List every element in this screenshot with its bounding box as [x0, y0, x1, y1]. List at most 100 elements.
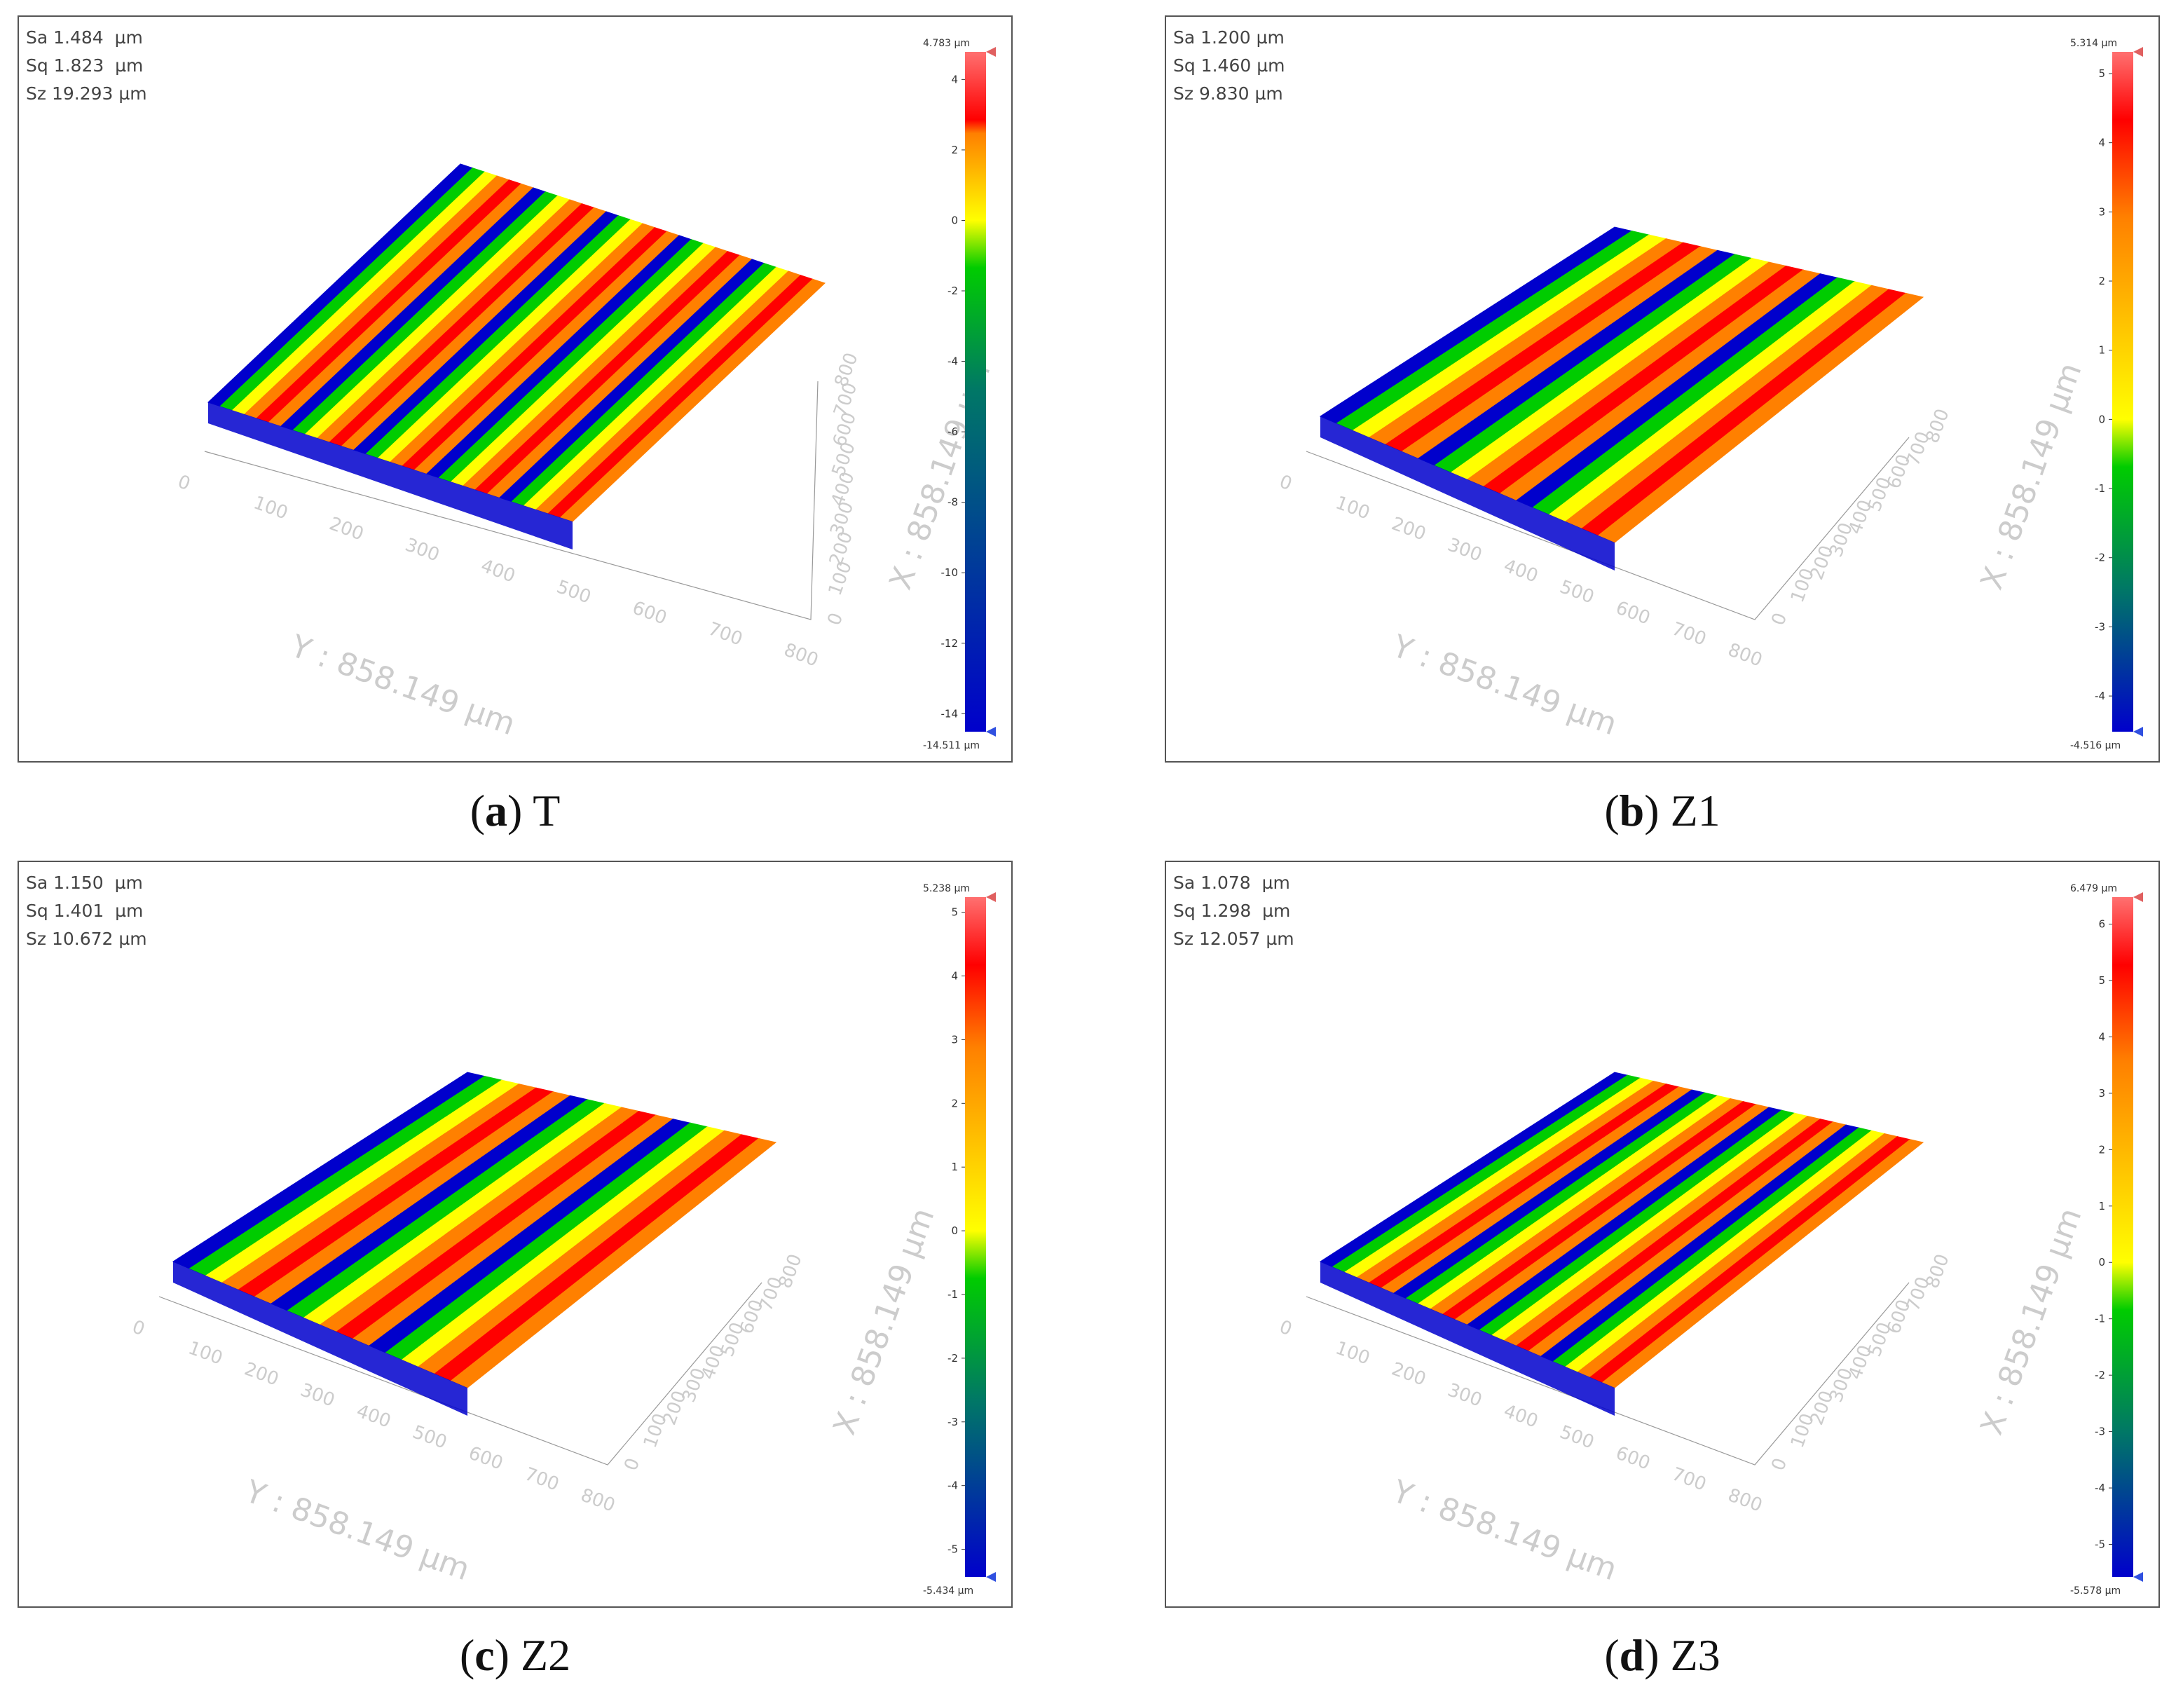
panel-a-t: 0 100 200 300 400 500 600 700 800 0 100 200 300 400 50…: [18, 15, 1013, 763]
colorbar-tick-label: -3: [2095, 1426, 2105, 1438]
y-axis-tick-label: 0: [1277, 471, 1295, 495]
color-gradient: [2112, 52, 2133, 732]
y-axis-tick-label: 700: [1669, 618, 1709, 650]
panel-c-z2: 0 100 200 300 400 500 600 700 800 0 100 200 300 400 50…: [18, 861, 1013, 1608]
colorbar-tick-label: -1: [947, 1288, 958, 1301]
y-axis-tick-label: 400: [1501, 555, 1541, 587]
colorbar-tick-label: 3: [951, 1033, 958, 1046]
x-axis-tick-label: 800: [1922, 1251, 1953, 1291]
y-axis-tick-label: 800: [781, 639, 821, 671]
sz-value: Sz 12.057 µm: [1173, 929, 1294, 949]
surface-front-edge: [208, 402, 573, 549]
colorbar-tick-label: -5: [2095, 1538, 2105, 1550]
min-marker-icon: [986, 1572, 996, 1582]
y-axis-tick-label: 200: [1389, 1358, 1429, 1390]
color-gradient: [965, 52, 986, 732]
panel-d-z3: 0 100 200 300 400 500 600 700 800 0 100 200 300 400 50…: [1165, 861, 2160, 1608]
y-axis-tick-label: 600: [629, 597, 669, 629]
y-axis-tick-label: 100: [1333, 1337, 1373, 1369]
y-axis-tick-label: 200: [1389, 513, 1429, 545]
surface-band: [559, 278, 826, 522]
y-axis-tick-label: 600: [466, 1442, 506, 1474]
colorbar-tick-label: 5: [2098, 974, 2105, 987]
colorbar-tick-label: 3: [2098, 1087, 2105, 1100]
y-axis-tick-label: 200: [327, 513, 367, 545]
sz-value: Sz 10.672 µm: [26, 929, 147, 949]
colorbar-tick-label: 0: [951, 1224, 958, 1237]
colorbar-tick-label: -8: [947, 496, 958, 509]
color-gradient: [965, 897, 986, 1577]
y-axis-tick-label: 700: [522, 1463, 562, 1495]
color-scale-bar: 5.238 µm -5.434 µm 5 4 3 2 1 0 -1 -2 -3 -4 -5: [923, 883, 996, 1597]
max-marker-icon: [2133, 47, 2143, 57]
y-axis-tick-label: 300: [402, 534, 442, 566]
sa-value: Sa 1.200 µm: [1173, 27, 1285, 48]
y-axis-label: Y : 858.149 µm: [1387, 628, 1622, 742]
colorbar-tick-label: -2: [947, 1352, 958, 1365]
surface-band: [1601, 1139, 1924, 1388]
surface-band: [450, 1137, 777, 1388]
y-axis-tick-label: 400: [354, 1400, 394, 1432]
y-axis-label: Y : 858.149 µm: [240, 1473, 474, 1587]
surface-3d-plot: 0100200300400500600700800010020030040050…: [1277, 226, 2089, 742]
max-marker-icon: [2133, 892, 2143, 902]
base-plane-axis: [204, 381, 819, 620]
roughness-stats: Sa 1.150 µm Sq 1.401 µm Sz 10.672 µm: [26, 869, 147, 953]
x-axis-tick-label: 0: [1767, 610, 1791, 629]
min-marker-icon: [2133, 1572, 2143, 1582]
colorbar-tick-label: -6: [947, 425, 958, 438]
y-axis-tick-label: 400: [478, 555, 518, 587]
colorbar-tick-label: 4: [951, 73, 958, 86]
colorbar-tick-label: -4: [947, 1480, 958, 1492]
colorbar-tick-label: -4: [2095, 690, 2105, 702]
colorbar-tick-label: 0: [2098, 413, 2105, 425]
surface-3d-plot: 0100200300400500600700800010020030040050…: [130, 1072, 942, 1587]
y-axis-tick-label: 700: [705, 618, 745, 650]
surface-front-edge: [1320, 416, 1615, 571]
surface-front-edge: [173, 1262, 467, 1416]
colorbar-tick-label: 0: [2098, 1256, 2105, 1269]
colorbar-tick-label: -14: [941, 707, 959, 720]
roughness-stats: Sa 1.484 µm Sq 1.823 µm Sz 19.293 µm: [26, 24, 147, 108]
min-marker-icon: [2133, 727, 2143, 737]
x-axis-tick-label: 800: [830, 350, 862, 390]
colorbar-min-label: -14.511 µm: [923, 740, 980, 751]
y-axis-tick-label: 300: [298, 1379, 338, 1411]
color-scale-bar: 5.314 µm -4.516 µm 5 4 3 2 1 0 -1 -2 -3 -4: [2070, 38, 2143, 751]
panel-b-z1: 0 100 200 300 400 500 600 700 800 0 100 200 300 400 50…: [1165, 15, 2160, 763]
colorbar-tick-label: -3: [947, 1416, 958, 1428]
y-axis-tick-label: 300: [1445, 534, 1485, 566]
base-plane-axis: [158, 1282, 762, 1466]
y-axis-tick-label: 0: [130, 1316, 148, 1340]
base-plane-axis: [1306, 437, 1910, 620]
y-axis-tick-label: 400: [1501, 1400, 1541, 1432]
color-scale-bar: 4.783 µm -14.511 µm 4 2 0 -2 -4 -6 -8 -10 -12 -14: [923, 38, 996, 751]
base-plane-axis: [1306, 1282, 1910, 1466]
sz-value: Sz 19.293 µm: [26, 83, 147, 104]
y-axis-tick-label: 500: [554, 576, 594, 608]
colorbar-tick-label: -2: [2095, 1369, 2105, 1381]
surface-front-edge: [1320, 1262, 1615, 1416]
colorbar-tick-label: 6: [2098, 918, 2105, 931]
colorbar-max-label: 5.238 µm: [923, 883, 970, 894]
caption-c: (c) Z2: [459, 1630, 571, 1680]
color-scale-bar: 6.479 µm -5.578 µm 6 5 4 3 2 1 0 -1 -2 -3 -4 -5: [2070, 883, 2143, 1597]
surface-3d-plot: 0100200300400500600700800010020030040050…: [1277, 1072, 2089, 1587]
x-axis-tick-label: 800: [774, 1251, 806, 1291]
colorbar-tick-label: 2: [2098, 1143, 2105, 1156]
colorbar-tick-label: 5: [951, 906, 958, 919]
y-axis-tick-label: 800: [1725, 1484, 1765, 1516]
y-axis-tick-label: 500: [410, 1421, 450, 1453]
colorbar-tick-label: 2: [951, 1097, 958, 1109]
y-axis-tick-label: 200: [242, 1358, 282, 1390]
max-marker-icon: [986, 47, 996, 57]
colorbar-max-label: 6.479 µm: [2070, 883, 2117, 894]
colorbar-tick-label: 4: [2098, 1030, 2105, 1043]
y-axis-tick-label: 100: [1333, 492, 1373, 524]
color-gradient: [2112, 897, 2133, 1577]
colorbar-tick-label: 3: [2098, 205, 2105, 218]
y-axis-tick-label: 800: [578, 1484, 618, 1516]
colorbar-tick-label: -4: [947, 355, 958, 368]
y-axis-tick-label: 0: [1277, 1316, 1295, 1340]
x-axis-tick-label: 0: [1767, 1456, 1791, 1474]
